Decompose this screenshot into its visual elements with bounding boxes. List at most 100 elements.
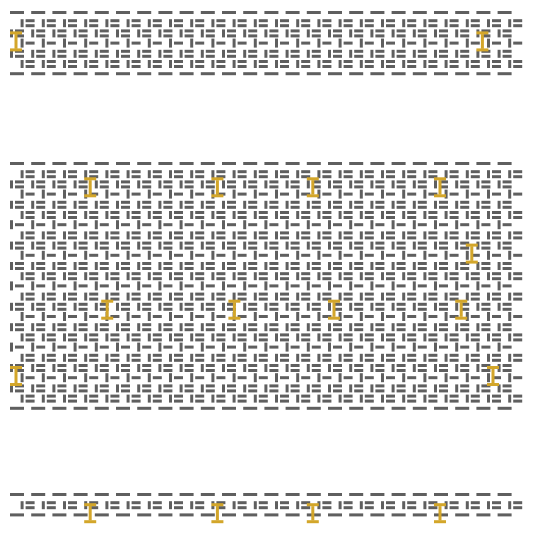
- pattern-dash: [68, 231, 77, 235]
- pattern-dash: [216, 315, 226, 318]
- pattern-dash: [280, 216, 289, 219]
- pattern-dash: [290, 284, 300, 288]
- pattern-dash: [227, 302, 236, 306]
- pattern-dash: [407, 41, 417, 45]
- pattern-dash: [396, 246, 406, 250]
- pattern-tick: [232, 250, 236, 260]
- pattern-dash: [407, 292, 417, 296]
- pattern-dash: [131, 297, 141, 301]
- pattern-dash: [110, 19, 120, 23]
- pattern-dash: [99, 262, 109, 265]
- pattern-tick: [190, 501, 194, 510]
- pattern-tick: [243, 200, 247, 209]
- pattern-tick: [84, 19, 88, 28]
- gold-glyph-top: [465, 243, 478, 247]
- pattern-tick: [338, 189, 342, 199]
- pattern-dash: [243, 162, 258, 165]
- pattern-tick: [402, 353, 406, 362]
- pattern-dash: [407, 192, 417, 196]
- pattern-tick: [10, 302, 13, 311]
- pattern-tick: [147, 292, 151, 301]
- pattern-tick: [105, 373, 109, 383]
- pattern-dash: [36, 180, 46, 184]
- pattern-dash: [407, 399, 417, 403]
- pattern-dash: [99, 200, 109, 204]
- pattern-dash: [328, 162, 342, 165]
- pattern-dash: [179, 162, 194, 165]
- pattern-tick: [465, 60, 469, 68]
- pattern-tick: [137, 342, 141, 352]
- pattern-dash: [460, 180, 470, 184]
- pattern-dash: [375, 180, 385, 184]
- pattern-tick: [296, 501, 300, 510]
- pattern-tick: [190, 211, 194, 219]
- pattern-tick: [296, 373, 300, 383]
- pattern-dash: [216, 399, 226, 403]
- pattern-dash: [449, 19, 459, 23]
- pattern-dash: [470, 358, 480, 362]
- pattern-dash: [492, 399, 501, 403]
- pattern-tick: [497, 49, 501, 58]
- pattern-dash: [460, 302, 470, 306]
- pattern-dash: [428, 41, 438, 45]
- pattern-dash: [248, 180, 258, 184]
- pattern-dash: [15, 284, 24, 288]
- pattern-dash: [174, 192, 183, 196]
- gold-glyph-stem: [14, 34, 18, 49]
- pattern-dash: [31, 406, 46, 410]
- pattern-dash: [492, 338, 501, 342]
- pattern-tick: [423, 333, 427, 342]
- pattern-tick: [63, 170, 66, 179]
- pattern-dash: [343, 399, 353, 403]
- pattern-dash: [417, 323, 427, 327]
- pattern-dash: [216, 376, 226, 380]
- pattern-tick: [465, 272, 469, 281]
- pattern-tick: [391, 281, 395, 291]
- pattern-tick: [444, 60, 448, 68]
- pattern-dash: [306, 406, 321, 410]
- pattern-dash: [301, 192, 311, 196]
- pattern-tick: [52, 364, 56, 372]
- pattern-dash: [152, 192, 162, 196]
- pattern-dash: [481, 29, 491, 33]
- pattern-dash: [396, 345, 406, 349]
- pattern-tick: [211, 272, 215, 281]
- pattern-dash: [428, 358, 438, 362]
- pattern-dash: [492, 231, 501, 235]
- pattern-dash: [57, 302, 67, 306]
- pattern-dash: [290, 389, 300, 393]
- pattern-dash: [68, 216, 77, 219]
- gold-glyph-stem: [459, 302, 463, 317]
- pattern-dash: [142, 364, 152, 367]
- pattern-dash: [99, 328, 109, 332]
- pattern-dash: [237, 338, 247, 342]
- pattern-dash: [322, 192, 332, 196]
- pattern-tick: [211, 292, 215, 301]
- pattern-dash: [195, 297, 205, 301]
- pattern-dash: [227, 54, 236, 58]
- pattern-dash: [417, 241, 427, 245]
- pattern-dash: [237, 277, 247, 281]
- pattern-dash: [513, 253, 523, 257]
- pattern-dash: [152, 272, 162, 276]
- pattern-dash: [407, 376, 417, 380]
- pattern-tick: [359, 353, 363, 362]
- pattern-dash: [15, 205, 24, 209]
- pattern-tick: [296, 189, 300, 199]
- pattern-tick: [20, 38, 24, 48]
- pattern-dash: [89, 231, 99, 235]
- pattern-tick: [211, 211, 215, 219]
- pattern-dash: [290, 267, 300, 270]
- pattern-dash: [46, 376, 56, 380]
- pattern-dash: [407, 211, 417, 214]
- pattern-tick: [349, 29, 353, 38]
- pattern-dash: [142, 49, 152, 53]
- pattern-tick: [105, 211, 109, 219]
- pattern-tick: [105, 501, 109, 510]
- pattern-dash: [216, 272, 226, 276]
- pattern-dash: [110, 333, 120, 337]
- pattern-tick: [105, 170, 109, 179]
- pattern-dash: [428, 315, 438, 318]
- pattern-tick: [137, 49, 141, 58]
- pattern-dash: [142, 223, 152, 227]
